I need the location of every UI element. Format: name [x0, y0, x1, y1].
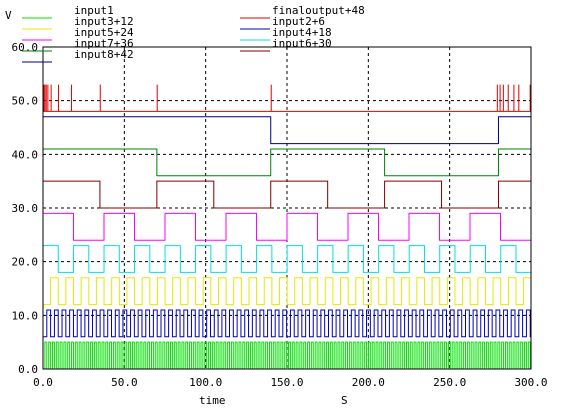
x-tick-label: 200.0 — [352, 376, 385, 389]
x-tick-labels: 0.0 50.0 100.0 150.0 200.0 250.0 300.0 — [33, 376, 548, 389]
y-tick-label: 10.0 — [12, 309, 39, 322]
legend-label: finaloutput+48 — [272, 4, 365, 17]
y-axis-label: V — [5, 9, 12, 22]
legend-label: input2+6 — [272, 15, 325, 28]
legend-label: input8+42 — [74, 48, 134, 61]
series-line-input5-24 — [43, 212, 531, 241]
series-line-finaloutput-48 — [43, 84, 531, 112]
legend-label: input6+30 — [272, 37, 332, 50]
series-line-input1 — [43, 341, 531, 370]
series-line-input4-18 — [43, 245, 531, 273]
series-line-input3-12 — [43, 277, 531, 306]
legend-label: input5+24 — [74, 26, 134, 39]
series-line-input2-6 — [43, 309, 531, 338]
x-tick-label: 0.0 — [33, 376, 53, 389]
legend-label: input7+36 — [74, 37, 134, 50]
legend-label: input3+12 — [74, 15, 134, 28]
y-tick-label: 0.0 — [18, 363, 38, 376]
legend-label: input1 — [74, 4, 114, 17]
y-tick-label: 60.0 — [12, 41, 39, 54]
x-tick-label: 300.0 — [514, 376, 547, 389]
x-tick-label: 50.0 — [111, 376, 138, 389]
y-tick-label: 50.0 — [12, 95, 39, 108]
x-axis-unit: S — [341, 394, 348, 407]
y-tick-labels: 0.0 10.0 20.0 30.0 40.0 50.0 60.0 — [12, 41, 39, 376]
y-tick-label: 20.0 — [12, 256, 39, 269]
series-layer — [43, 84, 531, 370]
plot-frame — [42, 46, 532, 370]
x-tick-label: 150.0 — [270, 376, 303, 389]
series-line-input8-42 — [43, 116, 531, 145]
legend-label: input4+18 — [272, 26, 332, 39]
y-tick-label: 40.0 — [12, 148, 39, 161]
series-line-input7-36 — [43, 148, 531, 177]
x-tick-label: 250.0 — [433, 376, 466, 389]
series-line-input6-30 — [43, 180, 531, 209]
y-tick-label: 30.0 — [12, 202, 39, 215]
x-axis-label: time — [199, 394, 226, 407]
x-tick-label: 100.0 — [189, 376, 222, 389]
